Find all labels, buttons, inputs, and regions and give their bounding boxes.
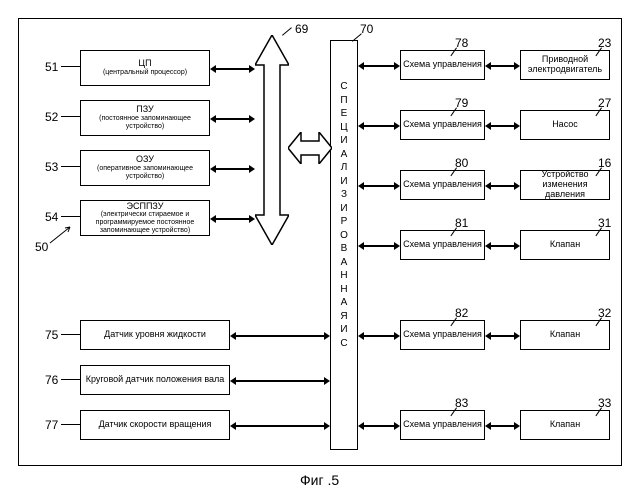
diagram-canvas: СПЕЦИАЛИЗИРОВАННАЯИС ЦП(центральный проц… — [0, 0, 635, 500]
box-75: Датчик уровня жидкости — [80, 320, 230, 350]
leader-line — [61, 166, 80, 167]
leader-line — [61, 334, 80, 335]
ref-54: 54 — [45, 210, 58, 224]
ref-76: 76 — [45, 373, 58, 387]
ctrl-80: Схема управления — [400, 170, 485, 200]
box-52: ПЗУ(постоянное запоминающее устройство) — [80, 100, 210, 136]
leader-50 — [48, 225, 76, 245]
ref-53: 53 — [45, 160, 58, 174]
vertical-double-arrow — [255, 35, 289, 245]
ctrl-82: Схема управления — [400, 320, 485, 350]
box-77: Датчик скорости вращения — [80, 410, 230, 440]
ctrl-83: Схема управления — [400, 410, 485, 440]
box-54: ЭСППЗУ(электрически стираемое и программ… — [80, 200, 210, 236]
box-76: Круговой датчик положения вала — [80, 365, 230, 395]
figure-caption: Фиг .5 — [300, 472, 339, 488]
ref-52: 52 — [45, 110, 58, 124]
ref-75: 75 — [45, 328, 58, 342]
ref-51: 51 — [45, 60, 58, 74]
ctrl-79: Схема управления — [400, 110, 485, 140]
leader-line — [61, 116, 80, 117]
leader-line — [61, 424, 80, 425]
ref-50: 50 — [35, 240, 48, 254]
leader-line — [61, 216, 80, 217]
ref-69: 69 — [295, 22, 308, 36]
box-53: ОЗУ(оперативное запоминающее устройство) — [80, 150, 210, 186]
ctrl-78: Схема управления — [400, 50, 485, 80]
box-51: ЦП(центральный процессор) — [80, 50, 210, 86]
ref-77: 77 — [45, 418, 58, 432]
bus-label: СПЕЦИАЛИЗИРОВАННАЯИС — [334, 80, 354, 350]
leader-line — [61, 379, 80, 380]
ctrl-81: Схема управления — [400, 230, 485, 260]
leader-line — [61, 66, 80, 67]
horizontal-double-arrow — [288, 132, 332, 164]
